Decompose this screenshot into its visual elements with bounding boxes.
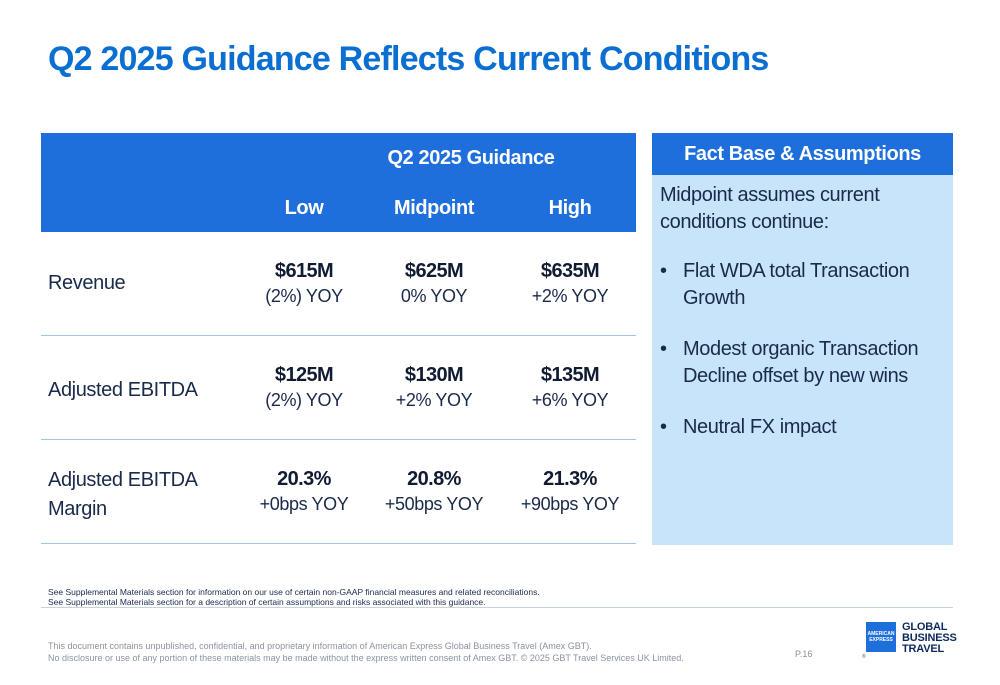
- guidance-table: Q2 2025 Guidance Low Midpoint High Reven…: [41, 133, 636, 544]
- cell-yoy: 0% YOY: [400, 286, 468, 306]
- bullet-icon: •: [660, 416, 667, 438]
- registered-mark: ®: [862, 654, 866, 660]
- cell-value: $635M: [540, 260, 600, 282]
- column-header-high: High: [548, 197, 592, 219]
- cell-yoy: (2%) YOY: [265, 390, 343, 410]
- cell-margin-midpoint: 20.8% +50bps YOY: [371, 466, 497, 516]
- cell-yoy: +2% YOY: [531, 286, 609, 306]
- cell-margin-low: 20.3% +0bps YOY: [241, 466, 367, 516]
- table-row-adjusted-ebitda: Adjusted EBITDA $125M (2%) YOY $130M +2%…: [41, 336, 636, 440]
- guidance-table-header: Q2 2025 Guidance Low Midpoint High: [41, 133, 636, 232]
- cell-yoy: +50bps YOY: [384, 494, 484, 514]
- list-item: • Neutral FX impact: [660, 414, 945, 441]
- row-label: Revenue: [48, 272, 126, 294]
- footer-divider: [41, 607, 953, 608]
- cell-value: 20.8%: [407, 468, 461, 490]
- cell-value: 21.3%: [543, 468, 597, 490]
- row-label: Adjusted EBITDA: [48, 379, 198, 401]
- row-label: Adjusted EBITDA Margin: [48, 466, 198, 524]
- table-row-revenue: Revenue $615M (2%) YOY $625M 0% YOY $635…: [41, 232, 636, 336]
- cell-margin-high: 21.3% +90bps YOY: [507, 466, 633, 516]
- cell-ebitda-high: $135M +6% YOY: [507, 362, 633, 412]
- footnote: See Supplemental Materials section for i…: [48, 587, 540, 597]
- amex-gbt-logo: AMERICAN EXPRESS ® GLOBAL BUSINESS TRAVE…: [862, 620, 957, 662]
- bullet-text: Neutral FX impact: [683, 416, 837, 438]
- footnotes: See Supplemental Materials section for i…: [48, 587, 540, 607]
- cell-value: $125M: [274, 364, 334, 386]
- bullet-text: Flat WDA total Transaction Growth: [683, 260, 910, 309]
- cell-value: $615M: [274, 260, 334, 282]
- cell-yoy: +6% YOY: [531, 390, 609, 410]
- cell-value: $130M: [404, 364, 464, 386]
- fact-base-title: Fact Base & Assumptions: [652, 133, 953, 175]
- fact-base-intro: Midpoint assumes current conditions cont…: [660, 184, 880, 233]
- list-item: • Modest organic Transaction Decline offs…: [660, 336, 945, 390]
- cell-ebitda-midpoint: $130M +2% YOY: [371, 362, 497, 412]
- cell-revenue-high: $635M +2% YOY: [507, 258, 633, 308]
- logo-wordmark: GLOBAL BUSINESS TRAVEL: [902, 621, 957, 655]
- list-item: • Flat WDA total Transaction Growth: [660, 258, 945, 312]
- cell-value: $135M: [540, 364, 600, 386]
- cell-value: $625M: [404, 260, 464, 282]
- guidance-caption: Q2 2025 Guidance: [387, 147, 555, 169]
- confidentiality-disclaimer: This document contains unpublished, conf…: [48, 640, 684, 664]
- column-header-low: Low: [284, 197, 324, 219]
- fact-base-panel: Fact Base & Assumptions Midpoint assumes…: [652, 133, 953, 545]
- disclaimer-line: This document contains unpublished, conf…: [48, 641, 592, 651]
- disclaimer-line: No disclosure or use of any portion of t…: [48, 653, 684, 663]
- cell-yoy: +90bps YOY: [520, 494, 620, 514]
- fact-base-bullets: • Flat WDA total Transaction Growth • Mode…: [652, 236, 953, 441]
- column-header-midpoint: Midpoint: [393, 197, 475, 219]
- bullet-icon: •: [660, 338, 667, 360]
- footnote: See Supplemental Materials section for a…: [48, 597, 486, 607]
- cell-ebitda-low: $125M (2%) YOY: [241, 362, 367, 412]
- page-number: P.16: [795, 649, 813, 659]
- cell-revenue-low: $615M (2%) YOY: [241, 258, 367, 308]
- row-label-line: Adjusted EBITDA: [48, 469, 198, 491]
- page-title: Q2 2025 Guidance Reflects Current Condit…: [48, 40, 769, 78]
- cell-revenue-midpoint: $625M 0% YOY: [371, 258, 497, 308]
- table-row-ebitda-margin: Adjusted EBITDA Margin 20.3% +0bps YOY 2…: [41, 440, 636, 544]
- bullet-icon: •: [660, 260, 667, 282]
- cell-yoy: (2%) YOY: [265, 286, 343, 306]
- row-label-line: Margin: [48, 498, 107, 520]
- cell-yoy: +2% YOY: [395, 390, 473, 410]
- cell-value: 20.3%: [277, 468, 331, 490]
- cell-yoy: +0bps YOY: [259, 494, 349, 514]
- bullet-text: Modest organic Transaction Decline offse…: [683, 338, 919, 387]
- amex-logo-icon: AMERICAN EXPRESS: [866, 622, 896, 652]
